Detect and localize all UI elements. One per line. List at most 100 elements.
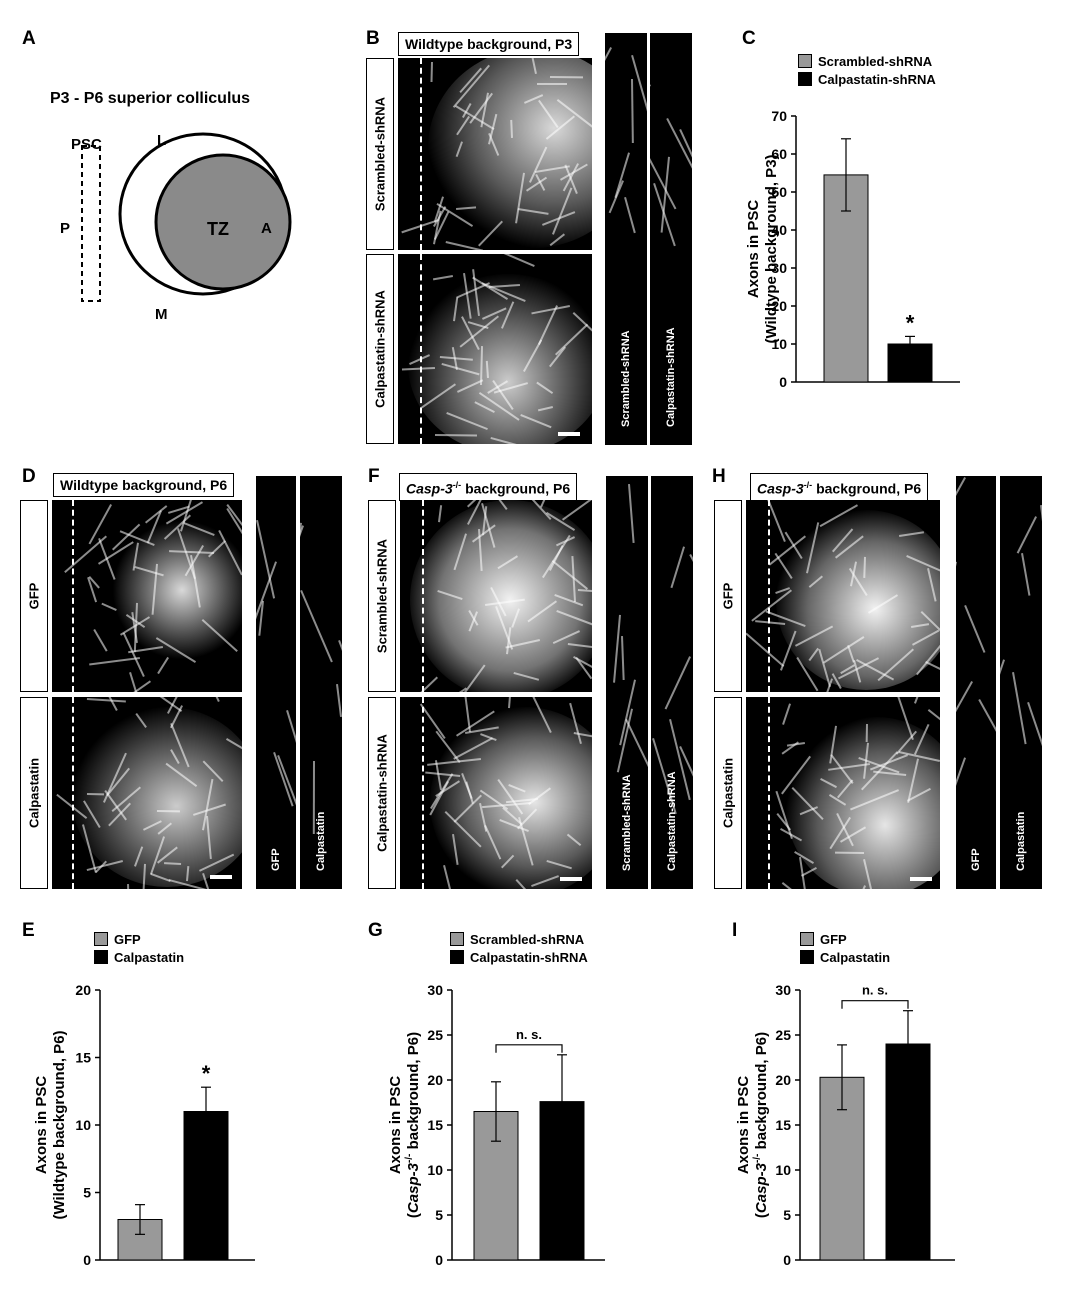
- y-tick-label: 10: [775, 1162, 791, 1178]
- y-label-line-2: (Casp-3-/- background, P6): [404, 1032, 422, 1218]
- ns-bracket: [495, 1044, 563, 1053]
- y-label-line-2: (Wildtype background, P6): [51, 1030, 68, 1219]
- y-tick-label: 70: [771, 108, 787, 124]
- y-tick-label: 60: [771, 146, 787, 162]
- y-tick-label: 30: [775, 982, 791, 998]
- chart-g: 0 5 10 15 20 25 30 n. s. Axons in PSC(Casp-3-/- …: [387, 982, 605, 1268]
- panel-d-micrograph-2: [52, 697, 242, 889]
- y-tick-label: 15: [775, 1117, 791, 1133]
- panel-letter-i: I: [732, 920, 738, 941]
- y-tick-label: 15: [75, 1050, 91, 1066]
- panel-d-row-label-1: GFP: [20, 500, 48, 692]
- panel-i-legend: GFP Calpastatin: [800, 930, 890, 966]
- panel-d-micrograph-1: [52, 500, 242, 692]
- y-label-line-1: Axons in PSC: [735, 1076, 752, 1175]
- m-label: M: [155, 306, 168, 323]
- ns-label: n. s.: [862, 983, 888, 998]
- legend-item: Scrambled-shRNA: [450, 930, 588, 948]
- tz-region: [154, 153, 292, 291]
- a-label: A: [261, 220, 272, 237]
- y-tick-label: 20: [775, 1072, 791, 1088]
- panel-f-row-label-1: Scrambled-shRNA: [368, 500, 396, 692]
- panel-f-strip-2: Calpastatin-shRNA: [651, 476, 693, 889]
- bar-2: [887, 343, 933, 383]
- legend-item: GFP: [800, 930, 890, 948]
- y-tick-label: 5: [783, 1207, 791, 1223]
- panel-g-legend: Scrambled-shRNA Calpastatin-shRNA: [450, 930, 588, 966]
- chart-c: 0 10 20 30 40 50 60 70 * Axons in PSC (Wildtype ba…: [745, 108, 960, 390]
- y-tick-label: 5: [83, 1185, 91, 1201]
- panel-d-strip-2: Calpastatin: [300, 476, 342, 889]
- panel-b-micrograph-1: [398, 58, 592, 250]
- legend-item: Calpastatin-shRNA: [798, 70, 936, 88]
- y-label-line-2: (Wildtype background, P3): [763, 154, 780, 343]
- chart-e: 0 5 10 15 20 * Axons in PSC (Wildtype backgroun…: [33, 982, 255, 1268]
- panel-f-title: Casp-3-/- background, P6: [399, 473, 578, 501]
- bar-2: [183, 1111, 229, 1261]
- panel-h-micrograph-2: [746, 697, 940, 889]
- legend-item: Scrambled-shRNA: [798, 52, 936, 70]
- panel-letter-g: G: [368, 920, 383, 941]
- y-axis-label: Axons in PSC(Casp-3-/- background, P6): [735, 1032, 770, 1218]
- legend-item: Calpastatin-shRNA: [450, 948, 588, 966]
- panel-letter-h: H: [712, 466, 726, 487]
- y-tick-label: 30: [427, 982, 443, 998]
- panel-h-row-label-2: Calpastatin: [714, 697, 742, 889]
- bar-2: [539, 1101, 585, 1261]
- panel-d-row-label-2: Calpastatin: [20, 697, 48, 889]
- panel-h-strip-1: GFP: [956, 476, 996, 889]
- panel-f-micrograph-1: [400, 500, 592, 692]
- y-label-line-1: Axons in PSC: [387, 1076, 404, 1175]
- bar-2: [885, 1043, 931, 1261]
- y-axis-label: Axons in PSC (Wildtype background, P6): [33, 1030, 68, 1219]
- y-tick-label: 30: [771, 260, 787, 276]
- y-label-line-2: (Casp-3-/- background, P6): [752, 1032, 770, 1218]
- panel-b-title: Wildtype background, P3: [398, 32, 580, 56]
- significance-star: *: [906, 310, 915, 335]
- legend-item: Calpastatin: [800, 948, 890, 966]
- panel-d-title: Wildtype background, P6: [53, 473, 235, 497]
- panel-a-title: P3 - P6 superior colliculus: [50, 90, 251, 107]
- l-label: L: [157, 132, 167, 149]
- panel-d-strip-1: GFP: [256, 476, 296, 889]
- ns-bracket: [841, 1000, 909, 1009]
- panel-b-strip-2: Calpastatin-shRNA: [650, 33, 692, 445]
- panel-b-micrograph-2: [398, 254, 592, 444]
- y-tick-label: 25: [427, 1027, 443, 1043]
- panel-letter-e: E: [22, 920, 35, 941]
- y-label-line-1: Axons in PSC: [33, 1076, 50, 1175]
- panel-letter-f: F: [368, 466, 380, 487]
- significance-star: *: [202, 1061, 211, 1086]
- panel-b-row-label-2: Calpastatin-shRNA: [366, 254, 394, 444]
- panel-h-row-label-1: GFP: [714, 500, 742, 692]
- ns-label: n. s.: [516, 1027, 542, 1042]
- y-axis-label: Axons in PSC (Wildtype background, P3): [745, 154, 780, 343]
- panel-h-title: Casp-3-/- background, P6: [750, 473, 929, 501]
- y-tick-label: 20: [427, 1072, 443, 1088]
- panel-e-legend: GFP Calpastatin: [94, 930, 184, 966]
- panel-letter-d: D: [22, 466, 36, 487]
- superior-colliculus-diagram: [81, 132, 292, 302]
- y-tick-label: 50: [771, 184, 787, 200]
- psc-label: PSC: [71, 136, 102, 153]
- legend-item: Calpastatin: [94, 948, 184, 966]
- y-tick-label: 10: [771, 336, 787, 352]
- panel-b-row-label-1: Scrambled-shRNA: [366, 58, 394, 250]
- y-tick-label: 10: [427, 1162, 443, 1178]
- panel-letter-b: B: [366, 28, 380, 49]
- legend-item: GFP: [94, 930, 184, 948]
- y-tick-label: 40: [771, 222, 787, 238]
- y-tick-label: 20: [75, 982, 91, 998]
- y-tick-label: 20: [771, 298, 787, 314]
- chart-i: 0 5 10 15 20 25 30 n. s. Axons in PSC(Casp-3-/- …: [735, 982, 955, 1268]
- y-axis-label: Axons in PSC(Casp-3-/- background, P6): [387, 1032, 422, 1218]
- panel-c-legend: Scrambled-shRNA Calpastatin-shRNA: [798, 52, 936, 88]
- panel-h-micrograph-1: [746, 500, 940, 692]
- y-tick-label: 5: [435, 1207, 443, 1223]
- y-tick-label: 0: [783, 1252, 791, 1268]
- panel-f-row-label-2: Calpastatin-shRNA: [368, 697, 396, 889]
- panel-f-strip-1: Scrambled-shRNA: [606, 476, 648, 889]
- panel-letter-c: C: [742, 28, 756, 49]
- tz-label: TZ: [207, 219, 229, 239]
- p-label: P: [60, 220, 71, 237]
